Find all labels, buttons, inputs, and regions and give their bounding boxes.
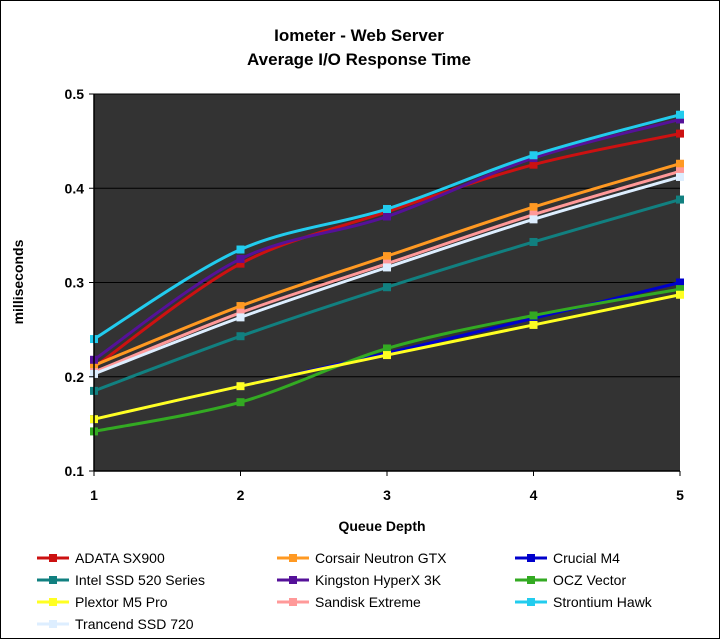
legend-label: Trancend SSD 720: [75, 616, 194, 632]
legend: ADATA SX900 Corsair Neutron GTX Crucial M4…: [37, 550, 653, 632]
legend-item: OCZ Vector: [515, 572, 626, 588]
data-point: [383, 351, 391, 360]
legend-item: Strontium Hawk: [515, 594, 653, 610]
data-point: [236, 308, 245, 317]
legend-label: Sandisk Extreme: [315, 594, 421, 610]
legend-item: Intel SSD 520 Series: [37, 572, 205, 588]
data-point: [236, 313, 245, 322]
data-point: [676, 278, 684, 287]
data-point: [676, 285, 684, 294]
legend-item: ADATA SX900: [37, 550, 165, 566]
chart-subtitle: Average I/O Response Time: [247, 50, 471, 69]
data-point: [529, 311, 538, 320]
legend-item: Corsair Neutron GTX: [277, 550, 447, 566]
legend-label: Kingston HyperX 3K: [315, 572, 442, 588]
data-point: [383, 283, 391, 292]
legend-item: Crucial M4: [515, 550, 620, 566]
legend-item: Kingston HyperX 3K: [277, 572, 442, 588]
y-tick-label: 0.2: [65, 369, 85, 385]
legend-label: OCZ Vector: [553, 572, 626, 588]
legend-label: ADATA SX900: [75, 550, 165, 566]
y-tick-label: 0.4: [65, 180, 85, 196]
legend-swatch-marker: [289, 576, 297, 584]
legend-item: Trancend SSD 720: [37, 616, 194, 632]
x-axis-label: Queue Depth: [338, 518, 425, 534]
data-point: [676, 159, 684, 168]
legend-label: Crucial M4: [553, 550, 620, 566]
legend-swatch-marker: [49, 620, 57, 628]
legend-swatch-marker: [49, 554, 57, 562]
data-point: [383, 344, 391, 353]
legend-swatch-marker: [527, 598, 535, 606]
data-point: [236, 398, 245, 407]
data-point: [529, 203, 538, 212]
data-point: [236, 302, 245, 311]
y-axis-label: milliseconds: [10, 239, 26, 324]
data-point: [529, 237, 538, 246]
legend-swatch-marker: [527, 576, 535, 584]
legend-swatch-marker: [49, 598, 57, 606]
data-point: [676, 115, 684, 124]
data-point: [383, 212, 391, 221]
y-tick-label: 0.5: [65, 86, 85, 102]
y-tick-label: 0.1: [65, 463, 85, 479]
data-point: [383, 263, 391, 272]
legend-label: Plextor M5 Pro: [75, 594, 168, 610]
data-point: [676, 172, 684, 181]
data-point: [236, 254, 245, 263]
x-tick-label: 3: [383, 487, 391, 503]
data-point: [236, 332, 245, 341]
data-point: [529, 160, 538, 169]
legend-label: Intel SSD 520 Series: [75, 572, 205, 588]
legend-swatch-marker: [49, 576, 57, 584]
data-point: [529, 320, 538, 329]
data-point: [676, 195, 684, 204]
legend-label: Strontium Hawk: [553, 594, 653, 610]
chart-title: Iometer - Web Server: [274, 26, 444, 45]
legend-swatch-marker: [527, 554, 535, 562]
data-point: [676, 110, 684, 119]
legend-item: Sandisk Extreme: [277, 594, 421, 610]
data-point: [383, 204, 391, 213]
legend-swatch-marker: [289, 598, 297, 606]
data-point: [676, 290, 684, 299]
x-tick-label: 1: [90, 487, 98, 503]
data-point: [236, 259, 245, 268]
legend-item: Plextor M5 Pro: [37, 594, 168, 610]
data-point: [529, 215, 538, 224]
data-point: [383, 252, 391, 261]
data-point: [236, 382, 245, 391]
x-tick-label: 4: [530, 487, 538, 503]
x-tick-label: 5: [676, 487, 684, 503]
data-point: [529, 151, 538, 160]
legend-label: Corsair Neutron GTX: [315, 550, 447, 566]
y-tick-label: 0.3: [65, 275, 85, 291]
data-point: [676, 167, 684, 176]
data-point: [236, 245, 245, 254]
x-tick-label: 2: [237, 487, 245, 503]
data-point: [529, 210, 538, 219]
legend-swatch-marker: [289, 554, 297, 562]
data-point: [676, 129, 684, 138]
